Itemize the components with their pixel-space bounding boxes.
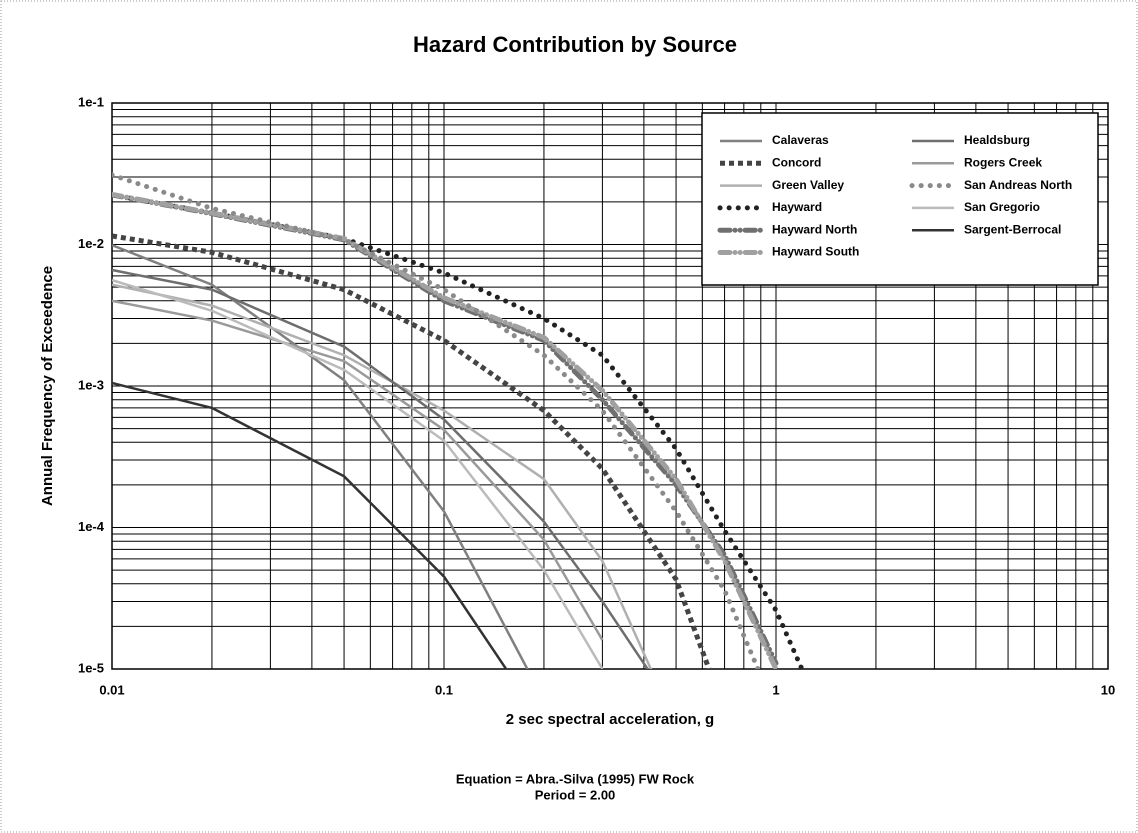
legend-label: Rogers Creek xyxy=(964,155,1042,169)
x-tick-label: 1 xyxy=(772,682,779,697)
legend-label: Calaveras xyxy=(772,133,829,147)
y-axis-label: Annual Frequency of Exceedence xyxy=(39,266,56,506)
x-tick-label: 10 xyxy=(1101,682,1115,697)
legend-label: Healdsburg xyxy=(964,133,1030,147)
series-line xyxy=(112,172,761,669)
legend-label: San Gregorio xyxy=(964,200,1040,214)
x-axis-label: 2 sec spectral acceleration, g xyxy=(506,711,714,728)
legend-label: Concord xyxy=(772,155,821,169)
series-line xyxy=(112,268,650,669)
note: Equation = Abra.-Silva (1995) FW Rock xyxy=(456,771,695,786)
y-tick-label: 1e-3 xyxy=(78,377,104,392)
legend-label: Green Valley xyxy=(772,178,844,192)
series-line xyxy=(112,243,529,669)
legend-label: Hayward North xyxy=(772,222,857,236)
y-tick-label: 1e-1 xyxy=(78,94,104,109)
y-tick-label: 1e-5 xyxy=(78,660,104,675)
legend-label: Hayward xyxy=(772,200,822,214)
y-tick-label: 1e-2 xyxy=(78,236,104,251)
series-line xyxy=(112,191,779,669)
legend-label: Sargent-Berrocal xyxy=(964,222,1061,236)
legend-label: San Andreas North xyxy=(964,178,1072,192)
series-line xyxy=(112,283,653,669)
series-line xyxy=(112,192,805,669)
x-tick-label: 0.01 xyxy=(99,682,124,697)
note: Period = 2.00 xyxy=(535,787,616,802)
series-line xyxy=(112,278,604,669)
x-tick-label: 0.1 xyxy=(435,682,453,697)
series-line xyxy=(112,299,604,641)
legend-label: Hayward South xyxy=(772,245,859,259)
legend-box xyxy=(701,112,1099,286)
series-group xyxy=(112,172,805,669)
series-line xyxy=(112,381,508,669)
y-tick-label: 1e-4 xyxy=(78,519,105,534)
chart-title: Hazard Contribution by Source xyxy=(413,32,737,57)
plot-frame xyxy=(111,102,1109,670)
